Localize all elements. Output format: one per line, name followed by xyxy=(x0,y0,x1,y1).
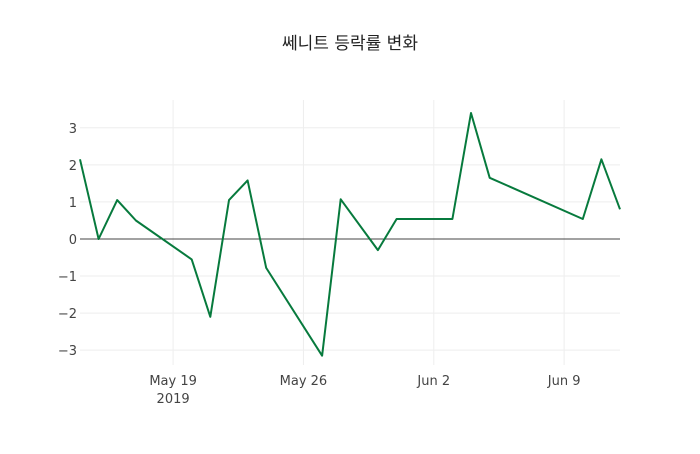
x-tick-label: May 19 xyxy=(149,374,197,389)
x-tick-label: Jun 2 xyxy=(416,374,450,389)
x-tick-sublabel: 2019 xyxy=(157,392,190,407)
y-tick-label: 3 xyxy=(69,122,77,137)
x-tick-label: May 26 xyxy=(280,374,328,389)
y-tick-label: −1 xyxy=(58,270,77,285)
y-tick-label: −2 xyxy=(58,307,77,322)
series-line xyxy=(80,113,620,356)
grid-lines xyxy=(80,100,620,365)
y-tick-label: 1 xyxy=(69,196,77,211)
y-axis: 3 2 1 0 −1 −2 −3 xyxy=(58,122,77,359)
y-tick-label: 2 xyxy=(69,159,77,174)
series-layer xyxy=(80,113,620,356)
x-tick-label: Jun 9 xyxy=(547,374,581,389)
chart-title: 쎄니트 등락률 변화 xyxy=(282,34,418,54)
y-tick-label: 0 xyxy=(69,233,77,248)
y-tick-label: −3 xyxy=(58,344,77,359)
x-axis: May 19 2019 May 26 Jun 2 Jun 9 xyxy=(149,374,580,407)
